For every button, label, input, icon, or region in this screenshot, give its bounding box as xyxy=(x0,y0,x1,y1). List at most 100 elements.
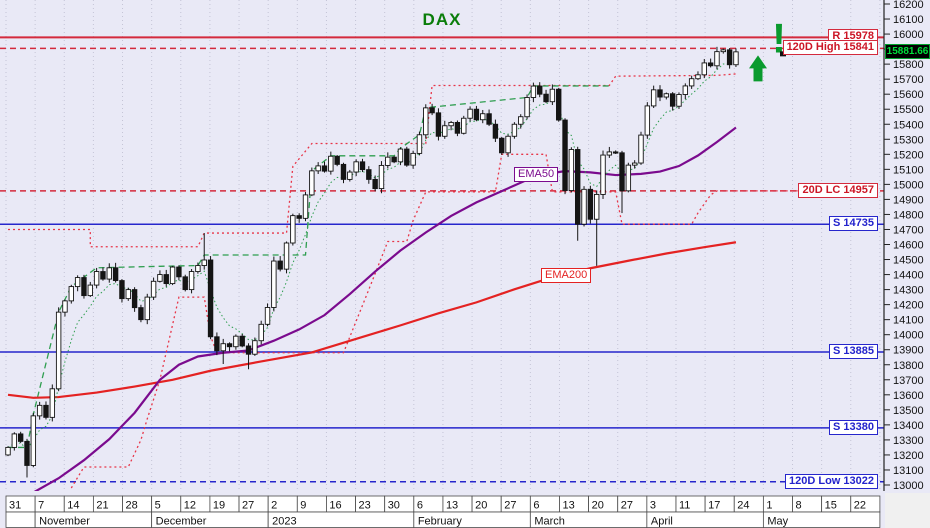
y-tick-label: 14100 xyxy=(893,315,924,327)
date-label: 8 xyxy=(796,500,802,512)
candle-body xyxy=(575,149,581,225)
date-label: 27 xyxy=(242,500,254,512)
candle-body xyxy=(81,277,87,297)
candle-body xyxy=(100,271,106,280)
y-tick-label: 15400 xyxy=(893,119,924,131)
y-tick-label: 13100 xyxy=(893,465,924,477)
date-label: 11 xyxy=(679,500,690,512)
candle-body xyxy=(492,123,499,139)
candle-body xyxy=(93,271,100,286)
candle-body xyxy=(68,286,75,302)
date-label: 5 xyxy=(155,500,161,512)
candle-body xyxy=(638,134,644,164)
signal-up-arrow-icon xyxy=(749,55,767,82)
candle-body xyxy=(530,85,537,98)
candle-body xyxy=(581,188,587,225)
candle-body xyxy=(688,78,695,87)
candle-body xyxy=(138,307,144,321)
date-label: 22 xyxy=(854,500,866,512)
candle-body xyxy=(619,152,625,192)
candle-body xyxy=(416,134,423,154)
candle-body xyxy=(125,289,131,300)
candle-body xyxy=(524,97,530,118)
candle-body xyxy=(201,259,207,266)
ema200-tag: EMA200 xyxy=(541,268,592,283)
candle-body xyxy=(17,433,24,442)
last-price-box: 15881.66 xyxy=(885,44,930,60)
date-label: 13 xyxy=(562,500,574,512)
candle-body xyxy=(366,169,372,180)
axis-corner xyxy=(885,493,930,528)
candle-body xyxy=(625,164,632,192)
candle-body xyxy=(650,89,657,107)
month-label: November xyxy=(39,516,90,528)
candle-body xyxy=(505,135,511,154)
candle-body xyxy=(43,404,49,418)
date-label: 28 xyxy=(126,500,138,512)
candle-body xyxy=(119,280,125,300)
candle-body xyxy=(391,156,397,163)
candle-body xyxy=(631,162,638,166)
candle-body xyxy=(11,433,18,448)
candle-body xyxy=(663,93,670,98)
candle-body xyxy=(644,105,651,136)
candle-body xyxy=(74,277,81,288)
date-label: 6 xyxy=(533,500,539,512)
candle-body xyxy=(328,155,334,172)
candle-body xyxy=(486,113,492,125)
candle-body xyxy=(150,280,157,298)
candle-body xyxy=(131,289,138,309)
date-label: 16 xyxy=(329,500,341,512)
date-label: 15 xyxy=(825,500,837,512)
y-tick-label: 13500 xyxy=(893,405,924,417)
y-tick-label: 15000 xyxy=(893,179,924,191)
candle-body xyxy=(701,62,707,76)
date-label: 13 xyxy=(446,500,458,512)
candle-body xyxy=(106,267,112,280)
candle-body xyxy=(334,155,340,165)
candle-body xyxy=(600,154,606,195)
candle-body xyxy=(176,266,182,278)
y-tick-label: 14600 xyxy=(893,240,924,252)
y-tick-label: 13200 xyxy=(893,450,924,462)
y-tick-label: 13300 xyxy=(893,435,924,447)
candle-body xyxy=(467,108,473,119)
candle-body xyxy=(499,137,505,154)
candle-body xyxy=(226,343,233,348)
candle-body xyxy=(568,149,575,191)
candle-body xyxy=(302,194,309,219)
chart-title: DAX xyxy=(422,10,462,29)
candle-body xyxy=(245,345,252,355)
low-120d-label: 120D Low 13022 xyxy=(785,473,878,489)
candle-body xyxy=(448,121,454,127)
candle-body xyxy=(435,112,442,137)
support-2-label: S 13885 xyxy=(829,343,878,359)
date-label: 21 xyxy=(96,500,108,512)
candle-body xyxy=(315,165,321,172)
candle-body xyxy=(24,440,30,466)
month-cell xyxy=(5,511,36,528)
overlay-lines xyxy=(5,46,800,491)
candle-body xyxy=(410,152,416,166)
candle-body xyxy=(676,94,682,107)
date-label: 20 xyxy=(475,500,487,512)
date-label: 30 xyxy=(388,500,400,512)
date-label: 23 xyxy=(359,500,371,512)
candle-body xyxy=(733,51,739,66)
date-label: 14 xyxy=(67,500,79,512)
candle-body xyxy=(271,260,277,308)
y-tick-label: 14800 xyxy=(893,209,924,221)
candle-body xyxy=(207,259,214,338)
candle-body xyxy=(144,296,150,321)
candle-body xyxy=(182,276,188,291)
y-tick-label: 14300 xyxy=(893,285,924,297)
candle-body xyxy=(429,107,435,114)
candle-body xyxy=(277,260,283,270)
candle-body xyxy=(309,170,315,196)
candle-body xyxy=(657,89,663,98)
date-label: 19 xyxy=(213,500,225,512)
date-label: 9 xyxy=(300,500,306,512)
candle-body xyxy=(511,123,518,137)
y-tick-label: 14000 xyxy=(893,330,924,342)
